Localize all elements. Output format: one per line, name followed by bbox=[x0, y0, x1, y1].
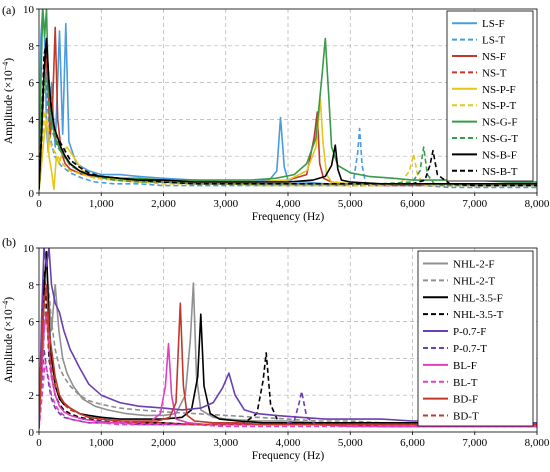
y-tick-label: 10 bbox=[23, 243, 35, 255]
x-tick-label: 1,000 bbox=[89, 198, 114, 210]
y-tick-label: 2 bbox=[29, 151, 35, 163]
y-tick-label: 0 bbox=[29, 188, 35, 200]
panel-label: (a) bbox=[2, 3, 15, 17]
series-line-p-0-7-f bbox=[39, 248, 537, 429]
legend-label: NHL-2-F bbox=[453, 258, 495, 270]
x-tick-label: 8,000 bbox=[525, 198, 550, 210]
legend-box bbox=[446, 10, 534, 182]
x-tick-label: 0 bbox=[36, 437, 42, 449]
y-tick-label: 8 bbox=[29, 41, 35, 53]
x-tick-label: 5,000 bbox=[338, 198, 363, 210]
x-tick-label: 7,000 bbox=[462, 437, 487, 449]
legend-label: NS-B-T bbox=[482, 166, 518, 178]
x-axis-label: Frequency (Hz) bbox=[252, 450, 325, 462]
x-tick-label: 6,000 bbox=[400, 437, 425, 449]
y-axis-label-suffix: ) bbox=[3, 297, 15, 301]
x-axis-label: Frequency (Hz) bbox=[252, 211, 325, 223]
y-tick-label: 4 bbox=[29, 353, 35, 365]
series-line-ns-g-t bbox=[39, 72, 537, 190]
x-tick-label: 2,000 bbox=[151, 437, 176, 449]
x-tick-label: 2,000 bbox=[151, 198, 176, 210]
legend-label: NHL-2-T bbox=[453, 275, 495, 287]
legend-label: NS-P-T bbox=[482, 100, 517, 112]
y-tick-label: 10 bbox=[23, 4, 35, 16]
chart-panel-1: 0 1,000 2,000 3,000 4,000 5,000 6,000 7,000 8,00… bbox=[1, 3, 550, 223]
legend-label: BD-F bbox=[453, 394, 478, 406]
legend: LS-F LS-T NS-F NS-T NS-P-F NS-P-T NS-G-F NS-G-T… bbox=[446, 10, 534, 182]
legend-label: LS-T bbox=[482, 35, 506, 47]
x-tick-label: 0 bbox=[36, 198, 42, 210]
legend-label: NS-G-T bbox=[482, 133, 518, 145]
y-axis-label: Amplitude (×10−4) bbox=[1, 58, 15, 144]
series-group bbox=[39, 9, 537, 192]
y-axis-label-suffix: ) bbox=[3, 58, 15, 62]
y-tick-label: 8 bbox=[29, 280, 35, 292]
series-line-bd-t bbox=[39, 293, 537, 429]
legend-label: NS-T bbox=[482, 67, 507, 79]
x-tick-label: 3,000 bbox=[213, 437, 238, 449]
series-group bbox=[39, 248, 537, 429]
x-tick-label: 7,000 bbox=[462, 198, 487, 210]
x-tick-label: 5,000 bbox=[338, 437, 363, 449]
x-tick-label: 3,000 bbox=[213, 198, 238, 210]
x-tick-label: 8,000 bbox=[525, 437, 550, 449]
x-tick-label: 6,000 bbox=[400, 198, 425, 210]
y-tick-label: 6 bbox=[29, 317, 35, 329]
x-tick-label: 1,000 bbox=[89, 437, 114, 449]
series-line-ls-t bbox=[39, 52, 537, 190]
y-tick-label: 2 bbox=[29, 390, 35, 402]
legend-label: NHL-3.5-F bbox=[453, 292, 503, 304]
legend-label: NHL-3.5-T bbox=[453, 309, 504, 321]
y-axis-label: Amplitude (×10−4) bbox=[1, 297, 15, 383]
y-axis-label-prefix: Amplitude (×10 bbox=[3, 70, 15, 144]
legend-label: NS-F bbox=[482, 51, 506, 63]
series-line-bl-t bbox=[39, 361, 537, 429]
y-axis-label-exponent: −4 bbox=[1, 301, 10, 310]
x-tick-label: 4,000 bbox=[276, 198, 301, 210]
panel-label: (b) bbox=[2, 235, 16, 249]
chart-panel-2: 0 1,000 2,000 3,000 4,000 5,000 6,000 7,000 8,00… bbox=[1, 235, 550, 462]
y-axis-label-exponent: −4 bbox=[1, 62, 10, 71]
legend-label: BL-F bbox=[453, 360, 477, 372]
legend-label: BL-T bbox=[453, 377, 478, 389]
series-line-ns-b-t bbox=[39, 41, 537, 190]
legend-label: P-0.7-F bbox=[453, 326, 486, 338]
y-tick-label: 0 bbox=[29, 427, 35, 439]
x-tick-label: 4,000 bbox=[276, 437, 301, 449]
legend-label: NS-G-F bbox=[482, 117, 517, 129]
y-tick-label: 4 bbox=[29, 114, 35, 126]
legend-label: P-0.7-T bbox=[453, 343, 487, 355]
legend-box bbox=[417, 250, 534, 427]
y-axis-label-prefix: Amplitude (×10 bbox=[3, 309, 15, 383]
legend-label: LS-F bbox=[482, 18, 505, 30]
legend-label: NS-P-F bbox=[482, 84, 516, 96]
series-line-ns-g-f bbox=[39, 9, 537, 190]
legend-label: BD-T bbox=[453, 411, 479, 423]
y-tick-label: 6 bbox=[29, 78, 35, 90]
legend-label: NS-B-F bbox=[482, 149, 517, 161]
legend: NHL-2-F NHL-2-T NHL-3.5-F NHL-3.5-T P-0.7-F P… bbox=[417, 250, 534, 427]
